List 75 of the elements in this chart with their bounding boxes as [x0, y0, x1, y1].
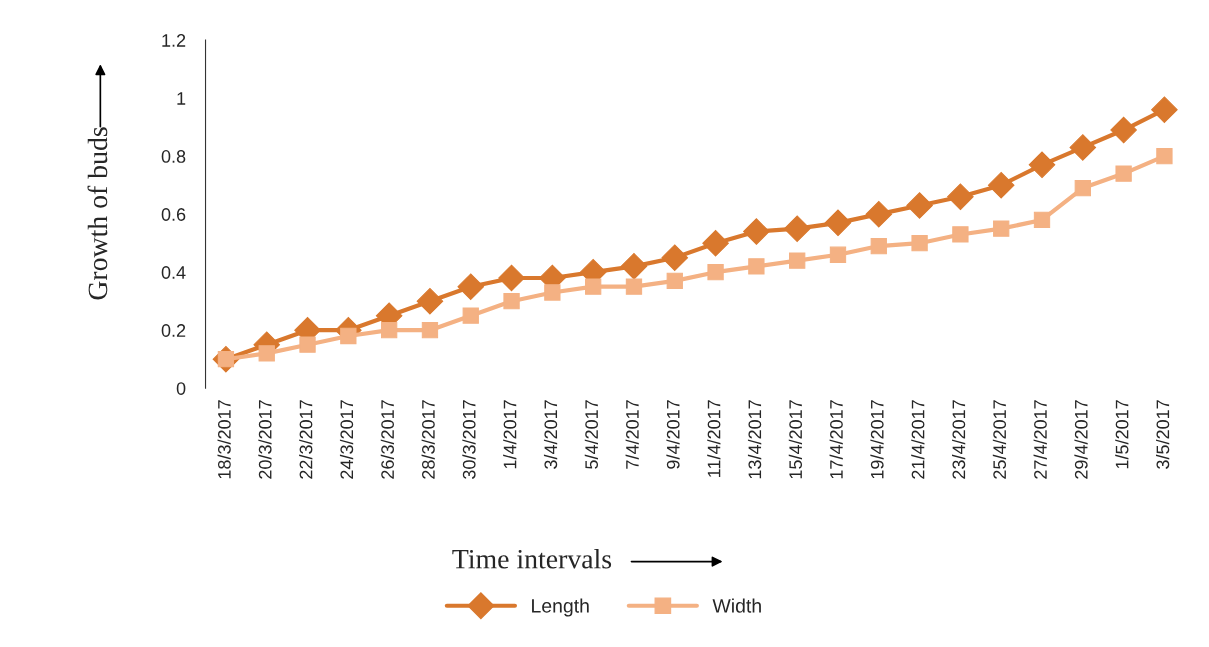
x-tick-label: 1/5/2017: [1115, 400, 1129, 469]
point: [462, 307, 479, 324]
point: [829, 246, 847, 263]
x-tick-label: 21/4/2017: [911, 400, 925, 479]
x-tick-label: 26/3/2017: [380, 400, 394, 479]
point: [707, 264, 724, 281]
x-axis-title: Time intervals: [452, 549, 612, 569]
point: [666, 272, 683, 290]
point: [1028, 151, 1056, 179]
point: [1115, 165, 1132, 182]
point: [702, 229, 729, 257]
x-tick-label: 11/4/2017: [707, 400, 721, 477]
point: [906, 192, 933, 219]
point: [1033, 211, 1051, 229]
point: [1110, 116, 1137, 144]
point: [1074, 179, 1091, 197]
point: [865, 200, 893, 228]
y-tick-label: 0.6: [161, 208, 186, 221]
point: [952, 226, 969, 243]
x-tick-label: 18/3/2017: [217, 400, 231, 479]
point: [416, 287, 444, 315]
x-tick-label: 22/3/2017: [299, 400, 313, 479]
x-tick-label: 27/4/2017: [1033, 400, 1047, 479]
point: [947, 183, 974, 211]
x-tick-label: 17/4/2017: [829, 400, 843, 479]
point: [498, 264, 525, 292]
point: [299, 336, 316, 353]
x-tick-label: 23/4/2017: [951, 400, 966, 479]
point: [824, 209, 852, 237]
point: [911, 235, 928, 252]
point: [421, 322, 439, 339]
y-tick-label: 0.2: [161, 324, 186, 337]
x-tick-label: 28/3/2017: [421, 400, 435, 479]
point: [987, 171, 1015, 199]
x-tick-label: 24/3/2017: [339, 400, 354, 479]
point: [340, 327, 357, 345]
y-tick-label: 1: [177, 92, 186, 105]
point: [1069, 134, 1097, 161]
point: [870, 237, 887, 255]
x-tick-label: 13/4/2017: [747, 400, 762, 479]
x-tick-label: 5/4/2017: [584, 400, 599, 469]
point: [661, 244, 689, 271]
point: [789, 252, 806, 269]
x-tick-label: 30/3/2017: [462, 400, 476, 479]
point: [993, 220, 1010, 237]
x-tick-label: 1/4/2017: [503, 400, 517, 469]
point: [1156, 147, 1173, 165]
y-axis-title: Growth of buds: [87, 127, 108, 300]
point: [457, 273, 485, 300]
point: [1151, 96, 1178, 124]
point: [258, 345, 275, 362]
x-tick-label: 3/5/2017: [1156, 400, 1170, 469]
y-tick-label: 0: [176, 382, 186, 395]
y-tick-label: 0.4: [161, 266, 186, 279]
legend-label: Width: [712, 598, 761, 613]
y-tick-label: 0.8: [161, 150, 186, 163]
point: [503, 293, 520, 310]
legend-label: Length: [532, 598, 589, 617]
x-tick-label: 19/4/2017: [870, 400, 884, 479]
point: [544, 284, 561, 301]
y-tick-label: 1.2: [162, 34, 186, 47]
point: [620, 253, 648, 280]
point: [783, 215, 811, 242]
point: [380, 322, 398, 339]
x-tick-label: 25/4/2017: [992, 400, 1007, 479]
x-tick-label: 15/4/2017: [788, 400, 803, 479]
point: [743, 218, 770, 245]
x-tick-label: 29/4/2017: [1074, 400, 1088, 479]
point: [585, 278, 602, 295]
x-tick-label: 7/4/2017: [625, 400, 639, 469]
point: [625, 278, 643, 295]
x-tick-label: 3/4/2017: [543, 400, 558, 469]
x-tick-label: 20/3/2017: [258, 400, 272, 479]
x-tick-label: 9/4/2017: [666, 400, 680, 469]
point: [748, 258, 765, 275]
